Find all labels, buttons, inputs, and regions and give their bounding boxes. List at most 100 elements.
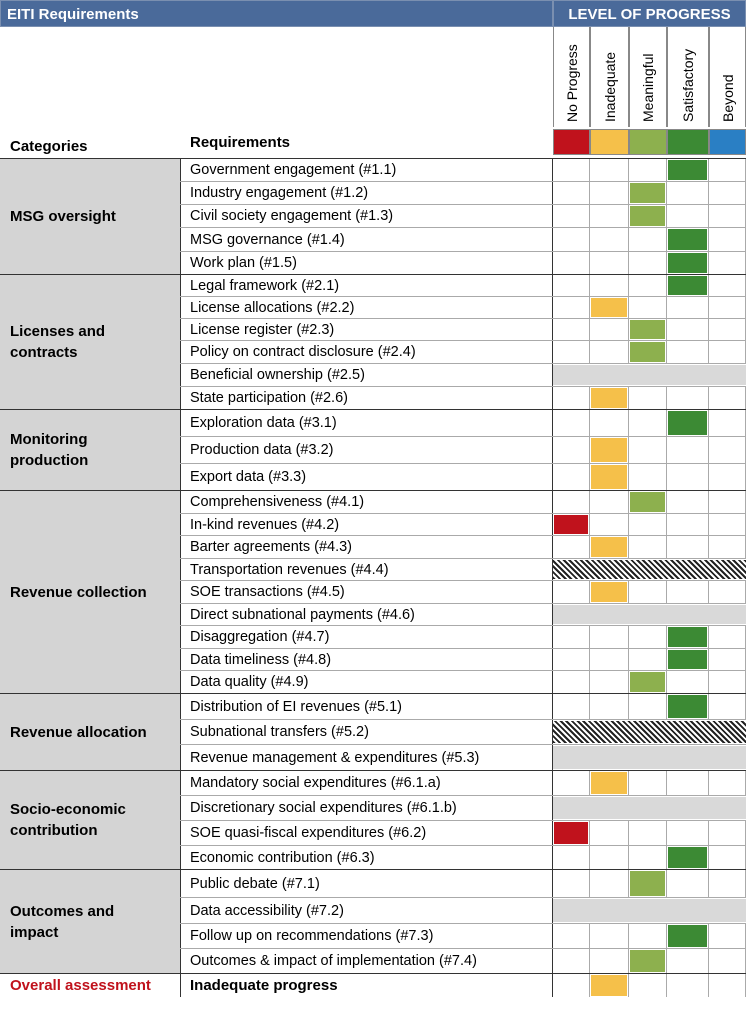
progress-cell bbox=[709, 341, 746, 363]
requirement-label: State participation (#2.6) bbox=[180, 387, 553, 409]
requirement-label: Direct subnational payments (#4.6) bbox=[180, 604, 553, 625]
requirement-label: Policy on contract disclosure (#2.4) bbox=[180, 341, 553, 363]
progress-cell bbox=[553, 671, 590, 693]
progress-cell bbox=[553, 649, 590, 670]
progress-cell bbox=[709, 387, 746, 409]
progress-cell bbox=[629, 182, 667, 204]
progress-cell bbox=[553, 228, 590, 251]
progress-cell bbox=[590, 649, 629, 670]
progress-cell bbox=[590, 974, 629, 997]
requirement-row: License allocations (#2.2) bbox=[180, 296, 746, 318]
progress-cell bbox=[667, 870, 709, 897]
progress-fill bbox=[554, 515, 588, 534]
progress-cell bbox=[667, 514, 709, 535]
progress-cell bbox=[629, 437, 667, 463]
progress-cell bbox=[590, 341, 629, 363]
progress-cell bbox=[667, 846, 709, 869]
progress-cell bbox=[590, 319, 629, 340]
requirement-row: Policy on contract disclosure (#2.4) bbox=[180, 340, 746, 363]
requirement-label: Revenue management & expenditures (#5.3) bbox=[180, 745, 553, 770]
progress-cell bbox=[590, 252, 629, 274]
progress-cell bbox=[629, 514, 667, 535]
progress-cell bbox=[629, 649, 667, 670]
progress-cell bbox=[553, 924, 590, 948]
level-swatch bbox=[590, 129, 629, 155]
requirement-row: Mandatory social expenditures (#6.1.a) bbox=[180, 770, 746, 795]
progress-cell bbox=[667, 205, 709, 227]
level-swatch bbox=[667, 129, 709, 155]
requirement-label: Data timeliness (#4.8) bbox=[180, 649, 553, 670]
progress-cell bbox=[667, 275, 709, 296]
requirement-row: SOE quasi-fiscal expenditures (#6.2) bbox=[180, 820, 746, 845]
progress-cell bbox=[553, 949, 590, 973]
progress-cell bbox=[667, 491, 709, 513]
requirement-row: MSG governance (#1.4) bbox=[180, 227, 746, 251]
progress-fill bbox=[630, 342, 665, 362]
progress-fill bbox=[668, 253, 707, 273]
level-label-text: Meaningful bbox=[640, 53, 656, 123]
level-label-text: No Progress bbox=[563, 44, 580, 122]
category-outcomes-and-impact: Outcomes and impact bbox=[0, 869, 180, 973]
requirements-column-header: Requirements bbox=[190, 134, 291, 151]
requirement-row: Direct subnational payments (#4.6) bbox=[180, 603, 746, 625]
not-applicable-bar bbox=[553, 365, 746, 385]
category-label: Revenue allocation bbox=[10, 723, 147, 741]
progress-fill bbox=[591, 465, 627, 489]
progress-cell bbox=[553, 536, 590, 558]
requirement-label: Data accessibility (#7.2) bbox=[180, 898, 553, 923]
progress-cell bbox=[667, 319, 709, 340]
progress-cell bbox=[629, 341, 667, 363]
requirement-label: SOE transactions (#4.5) bbox=[180, 581, 553, 603]
progress-cell bbox=[590, 205, 629, 227]
requirement-row: License register (#2.3) bbox=[180, 318, 746, 340]
progress-fill bbox=[591, 388, 627, 408]
progress-cell bbox=[629, 464, 667, 490]
progress-cell bbox=[709, 846, 746, 869]
requirement-label: Barter agreements (#4.3) bbox=[180, 536, 553, 558]
progress-cell bbox=[590, 626, 629, 648]
progress-cell bbox=[590, 694, 629, 719]
level-label-text: Inadequate bbox=[601, 51, 618, 122]
progress-fill bbox=[630, 871, 665, 896]
progress-cell bbox=[709, 297, 746, 318]
requirement-row: Industry engagement (#1.2) bbox=[180, 181, 746, 204]
progress-cell bbox=[667, 182, 709, 204]
progress-cell bbox=[553, 319, 590, 340]
progress-cell bbox=[553, 410, 590, 436]
progress-fill bbox=[668, 411, 707, 435]
progress-cell bbox=[629, 771, 667, 795]
category-socio-economic-contribution: Socio-economic contribution bbox=[0, 770, 180, 869]
progress-cell bbox=[590, 671, 629, 693]
progress-cell bbox=[553, 275, 590, 296]
progress-cell bbox=[553, 341, 590, 363]
requirement-row: Government engagement (#1.1) bbox=[180, 158, 746, 181]
progress-fill bbox=[630, 206, 665, 226]
progress-cell bbox=[709, 870, 746, 897]
progress-cell bbox=[590, 437, 629, 463]
requirement-label: Production data (#3.2) bbox=[180, 437, 553, 463]
requirement-label: Distribution of EI revenues (#5.1) bbox=[180, 694, 553, 719]
progress-cell bbox=[709, 159, 746, 181]
progress-fill bbox=[668, 650, 707, 669]
requirement-row: Legal framework (#2.1) bbox=[180, 274, 746, 296]
progress-cell bbox=[590, 297, 629, 318]
progress-cell bbox=[667, 437, 709, 463]
progress-cell bbox=[667, 581, 709, 603]
progress-cell bbox=[553, 581, 590, 603]
requirement-label: Work plan (#1.5) bbox=[180, 252, 553, 274]
progress-cell bbox=[709, 491, 746, 513]
requirement-row: In-kind revenues (#4.2) bbox=[180, 513, 746, 535]
progress-cell bbox=[709, 275, 746, 296]
eiti-requirements-header: EITI Requirements bbox=[0, 0, 553, 27]
requirement-label: License allocations (#2.2) bbox=[180, 297, 553, 318]
progress-fill bbox=[668, 627, 707, 647]
not-applicable-bar bbox=[553, 746, 746, 769]
requirement-row: Comprehensiveness (#4.1) bbox=[180, 490, 746, 513]
progress-cell bbox=[629, 846, 667, 869]
progress-cell bbox=[709, 205, 746, 227]
progress-cell bbox=[709, 182, 746, 204]
progress-cell bbox=[590, 464, 629, 490]
requirement-row: Beneficial ownership (#2.5) bbox=[180, 363, 746, 386]
category-revenue-allocation: Revenue allocation bbox=[0, 693, 180, 770]
progress-fill bbox=[554, 822, 588, 844]
